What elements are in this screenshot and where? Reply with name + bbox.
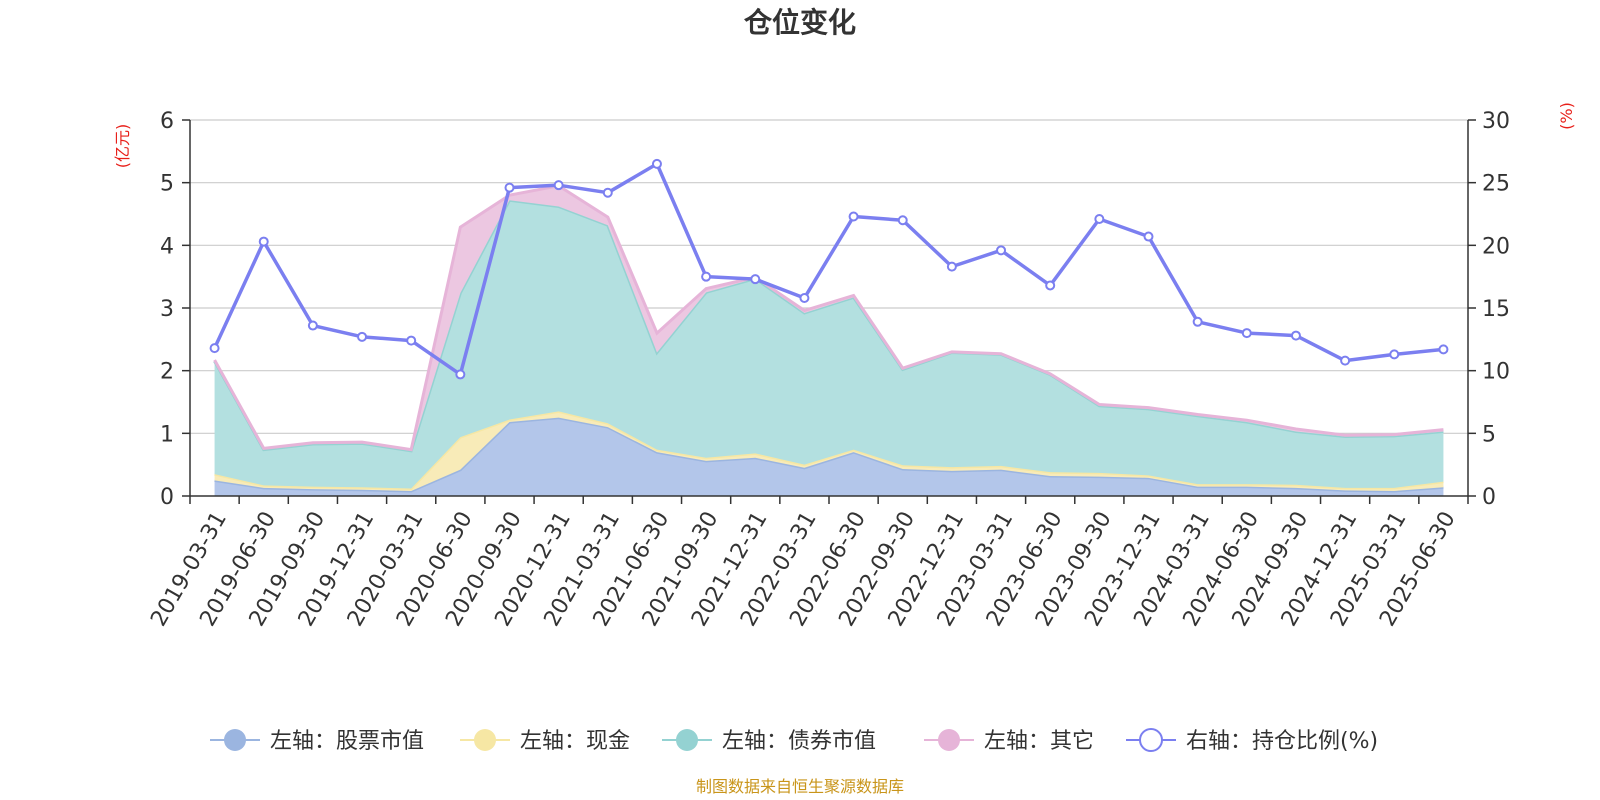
left-axis-tick-label: 4 bbox=[160, 234, 174, 259]
legend-label: 左轴：其它 bbox=[984, 729, 1094, 754]
right-axis-tick-label: 15 bbox=[1482, 297, 1510, 322]
ratio-point bbox=[1290, 330, 1301, 341]
ratio-point bbox=[897, 215, 908, 226]
left-axis-tick-label: 6 bbox=[160, 109, 174, 134]
left-axis-unit: (亿元) bbox=[113, 124, 132, 169]
ratio-point bbox=[1094, 214, 1105, 225]
legend-marker bbox=[474, 729, 496, 751]
right-axis-tick-label: 5 bbox=[1482, 422, 1496, 447]
left-axis-tick-label: 3 bbox=[160, 297, 174, 322]
stacked-areas bbox=[213, 184, 1444, 496]
ratio-point bbox=[357, 331, 368, 342]
left-axis-tick-label: 1 bbox=[160, 422, 174, 447]
ratio-point bbox=[1340, 355, 1351, 366]
legend-marker bbox=[1139, 728, 1163, 752]
ratio-point bbox=[553, 180, 564, 191]
legend-marker bbox=[938, 729, 960, 751]
ratio-point bbox=[651, 158, 662, 169]
right-axis-unit: (%) bbox=[1557, 102, 1576, 130]
legend-item-4[interactable]: 右轴：持仓比例(%) bbox=[1126, 728, 1378, 754]
ratio-point bbox=[701, 271, 712, 282]
ratio-line-path bbox=[212, 162, 1444, 377]
ratio-point bbox=[1143, 231, 1154, 242]
legend-item-0[interactable]: 左轴：股票市值 bbox=[210, 729, 424, 754]
area-series-1 bbox=[214, 411, 1444, 491]
legend-label: 左轴：债券市值 bbox=[722, 729, 876, 754]
right-axis-tick-label: 25 bbox=[1482, 172, 1510, 197]
data-source-note: 制图数据来自恒生聚源数据库 bbox=[696, 777, 904, 796]
legend-marker bbox=[224, 729, 246, 751]
ratio-point bbox=[406, 335, 417, 346]
ratio-line bbox=[209, 158, 1449, 380]
ratio-point bbox=[258, 236, 269, 247]
legend-item-3[interactable]: 左轴：其它 bbox=[924, 729, 1094, 754]
area-series-0 bbox=[214, 417, 1444, 496]
ratio-point bbox=[1438, 344, 1449, 355]
legend-marker bbox=[676, 729, 698, 751]
ratio-point bbox=[799, 292, 810, 303]
chart-title: 仓位变化 bbox=[744, 6, 856, 39]
ratio-point bbox=[1192, 316, 1203, 327]
legend-label: 左轴：现金 bbox=[520, 729, 630, 754]
ratio-point bbox=[946, 261, 957, 272]
right-axis-tick-label: 0 bbox=[1482, 485, 1496, 510]
area-series-edge-3 bbox=[213, 184, 1444, 452]
ratio-point bbox=[504, 182, 515, 193]
ratio-point bbox=[848, 211, 859, 222]
legend-item-1[interactable]: 左轴：现金 bbox=[460, 729, 630, 754]
legend[interactable]: 左轴：股票市值 左轴：现金 左轴：债券市值 左轴：其它 右轴：持仓比例(%) bbox=[210, 728, 1378, 754]
ratio-point bbox=[455, 369, 466, 380]
ratio-point bbox=[1389, 349, 1400, 360]
right-axis-tick-label: 20 bbox=[1482, 234, 1510, 259]
ratio-point bbox=[602, 187, 613, 198]
left-axis-tick-label: 0 bbox=[160, 485, 174, 510]
right-axis-tick-label: 30 bbox=[1482, 109, 1510, 134]
left-axis-tick-label: 5 bbox=[160, 172, 174, 197]
ratio-point bbox=[209, 343, 220, 354]
ratio-point bbox=[307, 320, 318, 331]
left-axis-tick-label: 2 bbox=[160, 360, 174, 385]
ratio-point bbox=[1045, 280, 1056, 291]
ratio-point bbox=[996, 245, 1007, 256]
right-axis-tick-label: 10 bbox=[1482, 360, 1510, 385]
legend-label: 右轴：持仓比例(%) bbox=[1186, 729, 1378, 754]
legend-label: 左轴：股票市值 bbox=[270, 729, 424, 754]
legend-item-2[interactable]: 左轴：债券市值 bbox=[662, 729, 876, 754]
ratio-point bbox=[1241, 328, 1252, 339]
ratio-point bbox=[750, 274, 761, 285]
area-series-2 bbox=[214, 200, 1444, 489]
